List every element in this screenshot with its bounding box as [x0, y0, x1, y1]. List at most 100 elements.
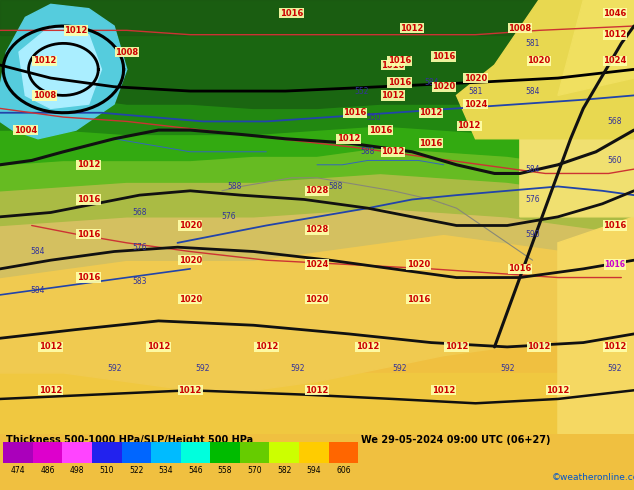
Text: 1020: 1020	[432, 82, 455, 91]
FancyBboxPatch shape	[3, 441, 33, 463]
Text: 510: 510	[100, 466, 114, 475]
FancyBboxPatch shape	[122, 441, 151, 463]
Text: 1016: 1016	[388, 78, 411, 87]
Text: 592: 592	[107, 364, 121, 373]
Polygon shape	[456, 0, 634, 139]
FancyBboxPatch shape	[92, 441, 122, 463]
Text: 1016: 1016	[508, 265, 531, 273]
Text: 592: 592	[392, 364, 406, 373]
Text: 1028: 1028	[306, 225, 328, 234]
Text: 1016: 1016	[382, 61, 404, 70]
Text: 558: 558	[218, 466, 232, 475]
Polygon shape	[520, 78, 634, 217]
Text: 1020: 1020	[306, 294, 328, 304]
Text: 606: 606	[336, 466, 351, 475]
Text: 582: 582	[277, 466, 292, 475]
Text: 550: 550	[366, 113, 382, 122]
Text: 1008: 1008	[508, 24, 531, 33]
Text: 1012: 1012	[306, 386, 328, 395]
FancyBboxPatch shape	[240, 441, 269, 463]
Polygon shape	[558, 0, 634, 96]
Text: 1020: 1020	[179, 294, 202, 304]
Text: 498: 498	[70, 466, 84, 475]
Text: 1020: 1020	[464, 74, 487, 82]
Text: 1012: 1012	[39, 386, 62, 395]
Text: 1016: 1016	[432, 52, 455, 61]
Text: 581: 581	[469, 87, 482, 96]
Text: 552: 552	[354, 87, 368, 96]
Text: 1020: 1020	[527, 56, 550, 65]
FancyBboxPatch shape	[62, 441, 92, 463]
Text: 1012: 1012	[147, 343, 170, 351]
Text: 1016: 1016	[77, 195, 100, 204]
Text: ©weatheronline.co.uk: ©weatheronline.co.uk	[552, 473, 634, 482]
Text: 594: 594	[306, 466, 321, 475]
Text: Thickness 500-1000 HPa/SLP/Height 500 HPa: Thickness 500-1000 HPa/SLP/Height 500 HP…	[6, 435, 254, 445]
Polygon shape	[558, 217, 634, 434]
Text: 588: 588	[228, 182, 242, 191]
Text: 1012: 1012	[547, 386, 569, 395]
Text: 1012: 1012	[527, 343, 550, 351]
Text: 1012: 1012	[401, 24, 424, 33]
Text: 584: 584	[526, 87, 540, 96]
Text: 1012: 1012	[356, 343, 379, 351]
Text: 584: 584	[31, 286, 45, 295]
Polygon shape	[0, 4, 127, 139]
Text: 576: 576	[132, 243, 147, 252]
Text: 1012: 1012	[604, 30, 626, 39]
Text: 1012: 1012	[39, 343, 62, 351]
Text: 583: 583	[133, 277, 146, 286]
FancyBboxPatch shape	[151, 441, 181, 463]
Text: 576: 576	[221, 212, 236, 221]
Text: 584: 584	[526, 165, 540, 173]
Polygon shape	[0, 0, 634, 35]
Text: 1004: 1004	[14, 125, 37, 135]
Text: 1012: 1012	[382, 91, 404, 100]
Text: 1008: 1008	[115, 48, 138, 56]
Text: 584: 584	[424, 78, 438, 87]
Text: 581: 581	[526, 39, 540, 48]
Text: 522: 522	[129, 466, 143, 475]
Text: 1012: 1012	[65, 26, 87, 35]
Text: 1028: 1028	[306, 186, 328, 196]
FancyBboxPatch shape	[328, 441, 358, 463]
Text: 560: 560	[607, 156, 623, 165]
Text: 1012: 1012	[458, 121, 481, 130]
Text: 568: 568	[133, 208, 146, 217]
Text: 592: 592	[608, 364, 622, 373]
Text: 1016: 1016	[604, 260, 626, 269]
Text: 570: 570	[247, 466, 262, 475]
Text: 1012: 1012	[420, 108, 443, 117]
Text: 1020: 1020	[179, 256, 202, 265]
Text: 1012: 1012	[445, 343, 468, 351]
Text: 584: 584	[31, 247, 45, 256]
Text: 534: 534	[158, 466, 173, 475]
Text: 1016: 1016	[420, 139, 443, 147]
Text: 1012: 1012	[432, 386, 455, 395]
Text: 590: 590	[525, 230, 540, 239]
FancyBboxPatch shape	[210, 441, 240, 463]
Text: 1016: 1016	[77, 230, 100, 239]
Text: 546: 546	[188, 466, 203, 475]
Text: 592: 592	[291, 364, 305, 373]
Text: 588: 588	[361, 147, 375, 156]
Text: 1020: 1020	[179, 221, 202, 230]
FancyBboxPatch shape	[181, 441, 210, 463]
FancyBboxPatch shape	[299, 441, 328, 463]
Text: 1012: 1012	[77, 160, 100, 169]
Text: 1016: 1016	[369, 125, 392, 135]
Polygon shape	[19, 26, 101, 108]
FancyBboxPatch shape	[269, 441, 299, 463]
Text: 1020: 1020	[407, 260, 430, 269]
Text: 1012: 1012	[337, 134, 360, 143]
Text: We 29-05-2024 09:00 UTC (06+27): We 29-05-2024 09:00 UTC (06+27)	[361, 435, 551, 445]
FancyBboxPatch shape	[33, 441, 62, 463]
Text: 1012: 1012	[604, 343, 626, 351]
Text: 1024: 1024	[604, 56, 626, 65]
Text: 1016: 1016	[604, 221, 626, 230]
Text: 588: 588	[329, 182, 343, 191]
Text: 1016: 1016	[344, 108, 366, 117]
Text: 1008: 1008	[33, 91, 56, 100]
Text: 568: 568	[608, 117, 622, 126]
Text: 576: 576	[525, 195, 540, 204]
